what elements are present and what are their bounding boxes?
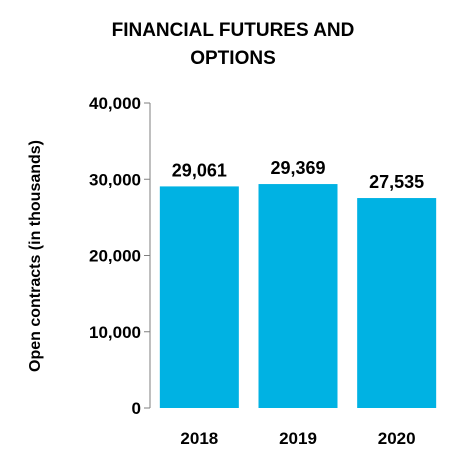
y-tick-label: 30,000 [89, 170, 141, 189]
y-tick-label: 10,000 [89, 323, 141, 342]
y-tick-label: 40,000 [89, 94, 141, 113]
x-tick-label-2018: 2018 [180, 429, 218, 448]
plot-area: 0 10,000 20,000 30,000 40,000 29,061 2018 29,36… [89, 94, 437, 448]
bar-2018 [159, 186, 239, 408]
data-label-2020: 27,535 [369, 172, 424, 192]
data-label-2018: 29,061 [172, 160, 227, 180]
bar-2019 [258, 184, 338, 408]
y-tick-label: 20,000 [89, 247, 141, 266]
bar-2020 [357, 198, 437, 408]
x-tick-label-2019: 2019 [279, 429, 317, 448]
x-tick-label-2020: 2020 [378, 429, 416, 448]
data-label-2019: 29,369 [270, 158, 325, 178]
chart-title-line-1: FINANCIAL FUTURES AND [112, 20, 355, 41]
chart-title-line-2: OPTIONS [190, 48, 276, 69]
y-axis-label: Open contracts (in thousands) [27, 140, 44, 372]
y-tick-label: 0 [132, 399, 141, 418]
